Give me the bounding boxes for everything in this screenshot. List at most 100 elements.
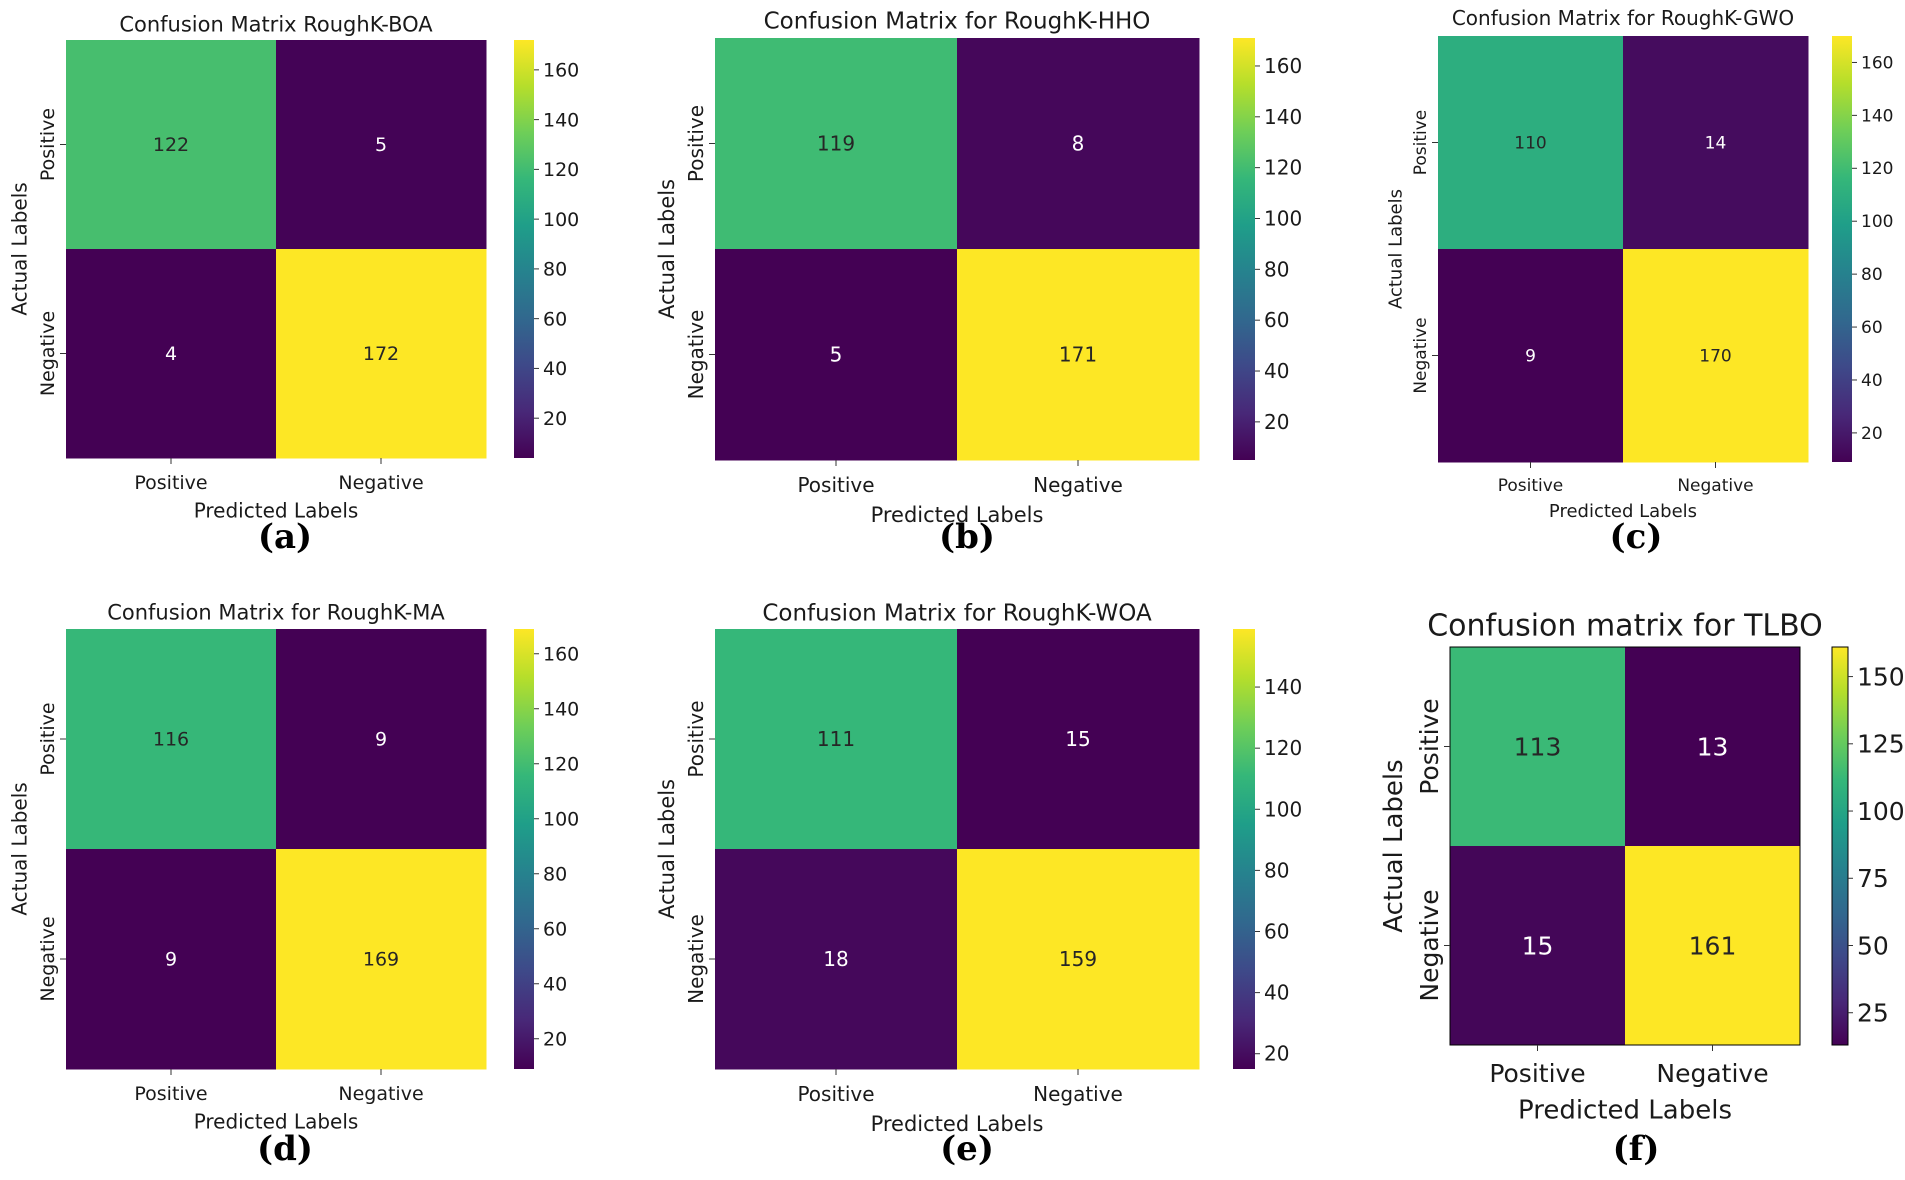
x-axis-label: Predicted Labels xyxy=(194,1110,359,1134)
colorbar-tick-label: 80 xyxy=(543,259,567,281)
heatmap-cell xyxy=(1625,647,1801,847)
panel-caption-letter: b xyxy=(955,517,979,557)
colorbar-tick-label: 40 xyxy=(1264,359,1289,383)
colorbar-tick-label: 80 xyxy=(1861,265,1883,285)
panel-caption-letter: f xyxy=(1629,1129,1646,1169)
colorbar-tick-label: 160 xyxy=(543,60,579,82)
cell-value: 18 xyxy=(823,947,848,971)
heatmap-cell xyxy=(276,40,487,250)
chart-panel-c: Confusion Matrix for RoughK-GWO 110 14 9 170… xyxy=(1385,6,1893,557)
cell-value: 122 xyxy=(153,134,189,156)
panel-caption-letter: a xyxy=(274,517,296,557)
heatmap-cell xyxy=(66,849,277,1070)
colorbar-tick-label: 120 xyxy=(543,159,579,181)
chart-panel-f: Confusion matrix for TLBO 113 13 15 161 Posit… xyxy=(1379,609,1905,1170)
y-tick-label: Negative xyxy=(1411,317,1431,393)
colorbar-tick-label: 80 xyxy=(543,863,567,885)
colorbar-tick-label: 120 xyxy=(1264,156,1302,180)
colorbar-tick-label: 160 xyxy=(543,643,579,665)
cell-value: 9 xyxy=(165,949,177,971)
y-axis-label: Actual Labels xyxy=(7,782,31,915)
colorbar-tick-label: 150 xyxy=(1857,662,1905,691)
chart-panel-b: Confusion Matrix for RoughK-HHO 119 8 5 171 P… xyxy=(655,8,1302,557)
colorbar-tick-label: 140 xyxy=(1264,105,1302,129)
colorbar-tick-label: 20 xyxy=(543,408,567,430)
colorbar-tick-label: 60 xyxy=(1264,920,1289,944)
heatmap-cell xyxy=(66,249,277,459)
colorbar-tick-label: 75 xyxy=(1857,864,1889,893)
chart-title: Confusion Matrix for RoughK-WOA xyxy=(762,600,1152,626)
colorbar-tick-label: 160 xyxy=(1264,54,1302,78)
cell-value: 172 xyxy=(363,343,399,365)
colorbar-tick-label: 100 xyxy=(543,209,579,231)
x-tick-label: Negative xyxy=(338,1083,423,1105)
heatmap-cell xyxy=(957,849,1200,1070)
panel-caption: (c) xyxy=(1610,517,1663,557)
panel-caption: (f) xyxy=(1613,1129,1660,1169)
heatmap-cell xyxy=(66,40,277,250)
colorbar-tick-label: 20 xyxy=(1264,1042,1289,1066)
colorbar-tick-label: 20 xyxy=(1861,424,1883,444)
colorbar-tick-label: 140 xyxy=(1264,675,1302,699)
colorbar-tick-label: 80 xyxy=(1264,858,1289,882)
y-tick-label: Positive xyxy=(1415,698,1444,794)
colorbar-tick-label: 60 xyxy=(1861,318,1883,338)
y-axis-label: Actual Labels xyxy=(655,779,679,919)
x-tick-label: Positive xyxy=(1489,1059,1585,1088)
colorbar-tick-label: 60 xyxy=(1264,308,1289,332)
y-tick-label: Positive xyxy=(684,700,708,777)
heatmap-cell xyxy=(957,629,1200,850)
y-tick-label: Positive xyxy=(1411,110,1431,176)
cell-value: 15 xyxy=(1522,931,1554,960)
y-tick-label: Negative xyxy=(37,916,59,1001)
colorbar-tick-label: 100 xyxy=(1861,212,1893,232)
heatmap-cell xyxy=(1623,36,1809,250)
heatmap-cell xyxy=(957,38,1200,250)
heatmap-cell xyxy=(715,38,958,250)
chart-title: Confusion Matrix for RoughK-GWO xyxy=(1452,6,1794,30)
colorbar-tick-label: 80 xyxy=(1264,257,1289,281)
chart-title: Confusion matrix for TLBO xyxy=(1427,609,1823,644)
panel-caption-letter: e xyxy=(956,1129,978,1169)
cell-value: 4 xyxy=(165,343,177,365)
chart-title: Confusion Matrix RoughK-BOA xyxy=(119,12,433,36)
heatmap-cell xyxy=(1623,249,1809,463)
cell-value: 119 xyxy=(817,132,855,156)
heatmap-border xyxy=(1449,646,1801,1046)
cell-value: 110 xyxy=(1514,133,1546,153)
y-axis-label: Actual Labels xyxy=(7,182,31,315)
y-tick-label: Positive xyxy=(684,105,708,182)
cell-value: 113 xyxy=(1514,732,1562,761)
panel-caption: (e) xyxy=(940,1129,994,1169)
heatmap-cell xyxy=(715,629,958,850)
cell-value: 161 xyxy=(1689,931,1737,960)
panel-caption: (d) xyxy=(257,1129,313,1169)
colorbar-tick-label: 40 xyxy=(543,973,567,995)
y-tick-label: Negative xyxy=(1415,889,1444,1001)
colorbar xyxy=(514,40,534,458)
heatmap-cell xyxy=(1438,36,1624,250)
heatmap-cell xyxy=(276,629,487,850)
colorbar-tick-label: 140 xyxy=(543,109,579,131)
colorbar-tick-label: 25 xyxy=(1857,998,1889,1027)
colorbar xyxy=(514,629,534,1069)
x-tick-label: Negative xyxy=(1677,476,1753,496)
x-axis-label: Predicted Labels xyxy=(871,1112,1044,1136)
y-tick-label: Negative xyxy=(37,311,59,396)
colorbar-tick-label: 120 xyxy=(1861,159,1893,179)
y-tick-label: Positive xyxy=(37,702,59,775)
y-tick-label: Positive xyxy=(37,108,59,181)
x-tick-label: Positive xyxy=(797,473,874,497)
cell-value: 8 xyxy=(1072,132,1085,156)
heatmap-cell xyxy=(1438,249,1624,463)
x-axis-label: Predicted Labels xyxy=(871,503,1044,527)
panel-caption: (a) xyxy=(258,517,312,557)
colorbar-tick-label: 40 xyxy=(543,358,567,380)
heatmap-cell xyxy=(1450,647,1626,847)
x-axis-label: Predicted Labels xyxy=(194,499,359,523)
colorbar xyxy=(1831,646,1849,1046)
colorbar xyxy=(1233,629,1255,1069)
y-axis-label: Actual Labels xyxy=(655,179,679,319)
y-axis-label: Actual Labels xyxy=(1379,759,1409,932)
